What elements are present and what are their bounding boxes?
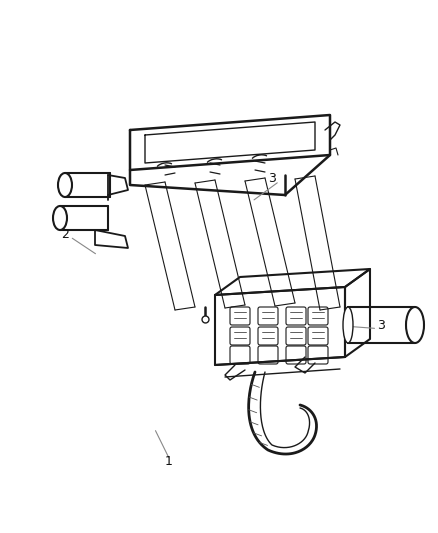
Text: 3: 3 — [377, 319, 385, 332]
Ellipse shape — [58, 173, 72, 197]
Ellipse shape — [406, 307, 424, 343]
Text: 2: 2 — [61, 228, 69, 241]
Ellipse shape — [53, 206, 67, 230]
Text: 3: 3 — [268, 172, 276, 185]
Text: 1: 1 — [165, 455, 173, 467]
Ellipse shape — [343, 307, 353, 343]
